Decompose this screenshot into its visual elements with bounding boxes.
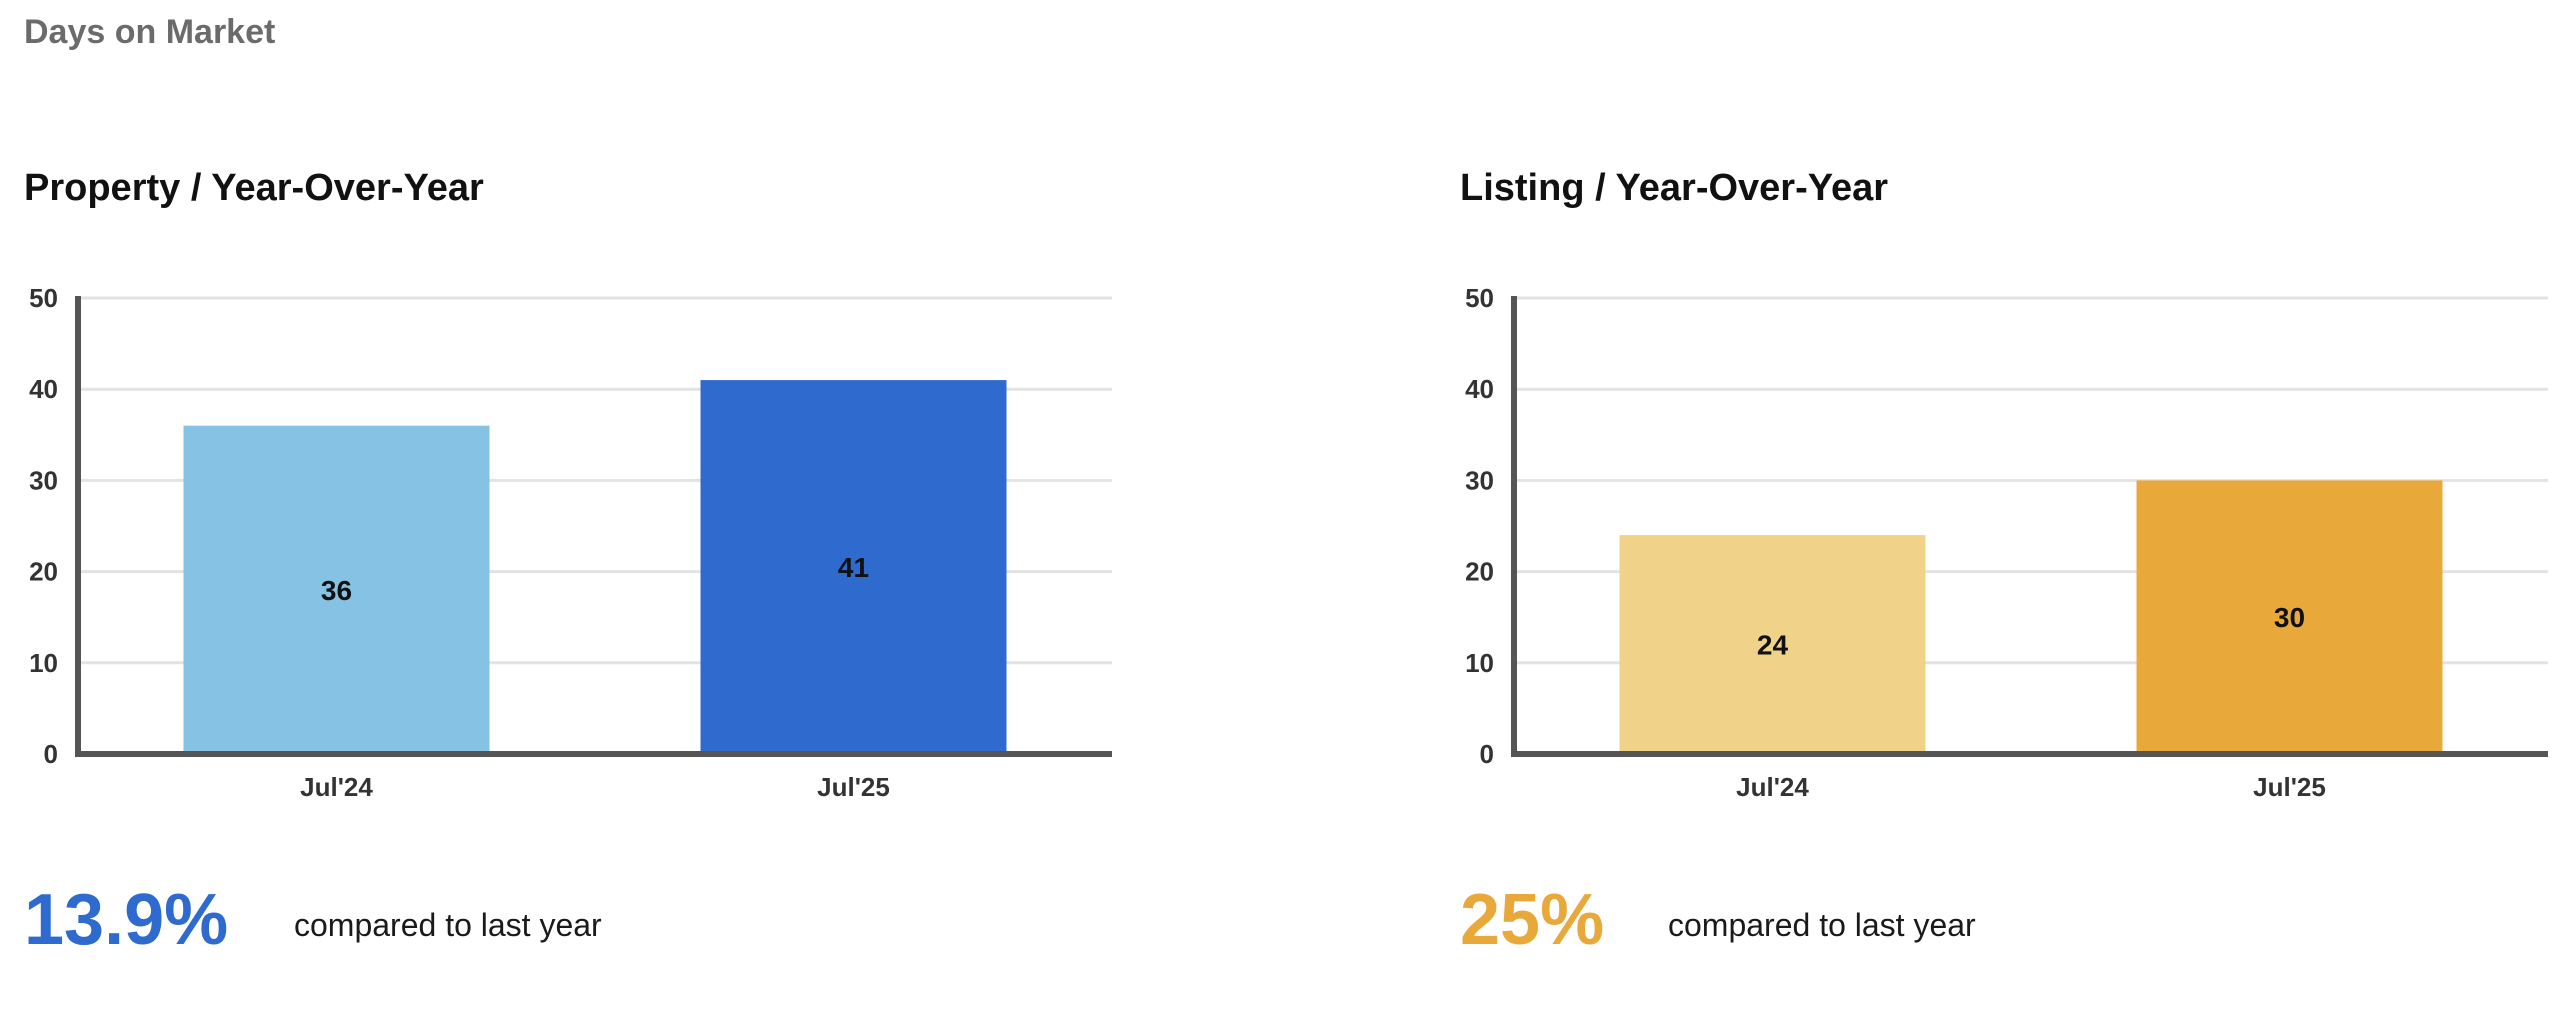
- change-summary: 13.9% compared to last year: [24, 870, 1124, 970]
- bar: [2136, 480, 2443, 754]
- change-percent: 13.9%: [24, 880, 229, 960]
- bar: [700, 380, 1007, 754]
- section-title: Days on Market: [24, 13, 276, 51]
- y-tick-label: 40: [29, 374, 58, 404]
- y-tick-label: 20: [1465, 557, 1494, 587]
- y-tick-label: 30: [29, 465, 58, 495]
- x-tick-label: Jul'25: [2253, 772, 2326, 802]
- change-percent: 25%: [1460, 880, 1605, 960]
- bar-value-label: 24: [1757, 630, 1789, 661]
- y-tick-label: 0: [1480, 739, 1494, 769]
- x-tick-label: Jul'25: [817, 772, 890, 802]
- x-tick-label: Jul'24: [1736, 772, 1809, 802]
- bar-value-label: 36: [321, 575, 352, 606]
- listing-yoy-chart: 0 10 20 30 40 50 24 Jul'24 30 Jul'25: [1465, 283, 2548, 802]
- y-tick-label: 50: [29, 283, 58, 313]
- change-summary: 25% compared to last year: [1460, 870, 2560, 970]
- panel-title: Listing / Year-Over-Year: [1460, 167, 1889, 209]
- panel-title: Property / Year-Over-Year: [24, 167, 484, 209]
- bar: [1619, 535, 1926, 754]
- bar-value-label: 41: [838, 552, 869, 583]
- y-tick-label: 30: [1465, 465, 1494, 495]
- y-tick-label: 50: [1465, 283, 1494, 313]
- property-yoy-panel: Property / Year-Over-Year 0 10 20 30 40 50 36 J…: [24, 160, 1144, 980]
- x-tick-label: Jul'24: [300, 772, 373, 802]
- y-tick-label: 10: [29, 648, 58, 678]
- y-tick-label: 0: [44, 739, 58, 769]
- y-tick-label: 10: [1465, 648, 1494, 678]
- bar-value-label: 30: [2274, 602, 2305, 633]
- property-yoy-chart: 0 10 20 30 40 50 36 Jul'24 41 Jul'25: [29, 283, 1112, 802]
- listing-yoy-panel: Listing / Year-Over-Year 0 10 20 30 40 50 24 Ju…: [1460, 160, 2560, 980]
- change-caption: compared to last year: [294, 907, 602, 943]
- bar: [183, 425, 490, 754]
- change-caption: compared to last year: [1668, 907, 1976, 943]
- y-tick-label: 20: [29, 557, 58, 587]
- y-tick-label: 40: [1465, 374, 1494, 404]
